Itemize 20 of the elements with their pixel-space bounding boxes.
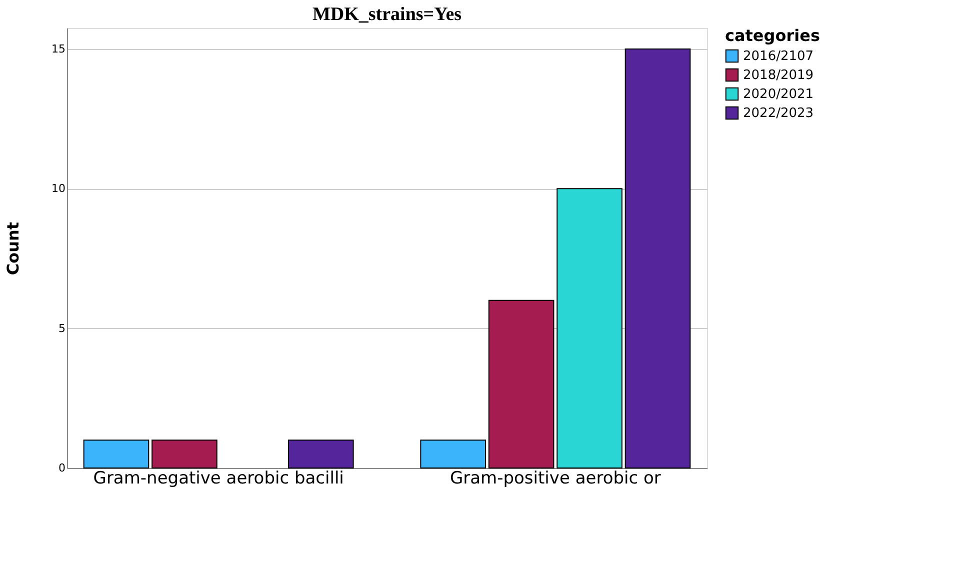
- y-axis-title: Count: [4, 222, 23, 276]
- y-tick-label: 0: [58, 462, 66, 474]
- x-tick-label: Gram-negative aerobic bacilli: [93, 468, 344, 488]
- y-tick-label: 15: [52, 42, 66, 56]
- x-tick-label: Gram-positive aerobic or: [450, 468, 661, 488]
- legend-label: 2022/2023: [743, 106, 814, 121]
- bar: [83, 440, 150, 468]
- y-tick-label: 10: [52, 182, 66, 196]
- bar: [152, 440, 218, 468]
- bar: [624, 48, 691, 468]
- chart-title: MDK_strains=Yes: [312, 4, 462, 25]
- bar: [420, 440, 486, 468]
- legend-label: 2016/2107: [743, 49, 814, 64]
- bar: [556, 188, 622, 468]
- legend-label: 2020/2021: [743, 87, 814, 102]
- legend-label: 2018/2019: [743, 68, 814, 83]
- legend-title: categories: [725, 26, 820, 45]
- bar: [488, 300, 554, 468]
- bar: [288, 440, 354, 468]
- y-tick-label: 5: [58, 322, 66, 335]
